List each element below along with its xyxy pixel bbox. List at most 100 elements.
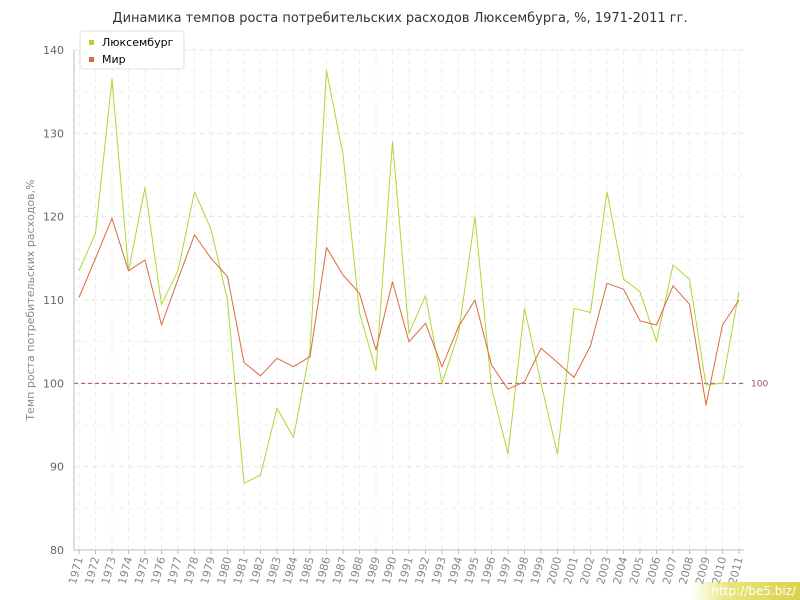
data-point bbox=[342, 153, 344, 155]
series-group bbox=[78, 70, 740, 484]
data-point bbox=[606, 282, 608, 284]
y-tick-label: 100 bbox=[43, 377, 64, 390]
watermark: http://be5.biz/ bbox=[692, 582, 800, 600]
data-point bbox=[160, 303, 162, 305]
data-point bbox=[342, 274, 344, 276]
data-point bbox=[705, 404, 707, 406]
data-point bbox=[226, 299, 228, 301]
data-point bbox=[523, 380, 525, 382]
data-point bbox=[540, 347, 542, 349]
data-point bbox=[375, 349, 377, 351]
data-point bbox=[441, 365, 443, 367]
data-point bbox=[655, 324, 657, 326]
data-point bbox=[688, 278, 690, 280]
data-point bbox=[259, 375, 261, 377]
y-ticks: 80 90 100 110 120 130 140 bbox=[43, 44, 64, 557]
data-point bbox=[721, 382, 723, 384]
data-point bbox=[523, 307, 525, 309]
data-point bbox=[424, 295, 426, 297]
data-point bbox=[210, 228, 212, 230]
y-tick-label: 120 bbox=[43, 211, 64, 224]
data-point bbox=[243, 361, 245, 363]
data-point bbox=[111, 78, 113, 80]
data-point bbox=[738, 290, 740, 292]
y-tick-label: 80 bbox=[50, 544, 64, 557]
series-line-world bbox=[78, 217, 740, 406]
data-point bbox=[556, 361, 558, 363]
data-point bbox=[276, 357, 278, 359]
x-ticks: 1971197219731974197519761977197819791980… bbox=[66, 550, 746, 586]
data-point bbox=[639, 290, 641, 292]
data-point bbox=[655, 340, 657, 342]
series-line-luxembourg bbox=[78, 70, 740, 484]
data-point bbox=[375, 370, 377, 372]
data-point bbox=[672, 285, 674, 287]
data-point bbox=[556, 453, 558, 455]
data-point bbox=[160, 324, 162, 326]
data-point bbox=[177, 270, 179, 272]
data-point bbox=[490, 386, 492, 388]
data-point bbox=[424, 322, 426, 324]
data-point bbox=[177, 278, 179, 280]
y-axis-label: Темп роста потребительских расходов,% bbox=[24, 179, 37, 421]
data-point bbox=[457, 325, 459, 327]
data-point bbox=[573, 307, 575, 309]
data-point bbox=[243, 482, 245, 484]
data-point bbox=[78, 270, 80, 272]
data-point bbox=[639, 320, 641, 322]
data-point bbox=[490, 364, 492, 366]
data-point bbox=[210, 257, 212, 259]
data-point bbox=[507, 388, 509, 390]
data-point bbox=[358, 292, 360, 294]
data-point bbox=[94, 257, 96, 259]
data-point bbox=[391, 280, 393, 282]
legend-label-world: Мир bbox=[102, 53, 126, 66]
chart-title: Динамика темпов роста потребительских ра… bbox=[112, 11, 687, 26]
legend-swatch-luxembourg bbox=[89, 40, 94, 45]
data-point bbox=[408, 332, 410, 334]
data-point bbox=[457, 332, 459, 334]
data-point bbox=[688, 303, 690, 305]
data-point bbox=[309, 355, 311, 357]
legend-label-luxembourg: Люксембург bbox=[102, 36, 174, 49]
data-point bbox=[127, 270, 129, 272]
legend: Люксембург Мир bbox=[79, 30, 185, 70]
data-point bbox=[705, 384, 707, 386]
data-point bbox=[193, 190, 195, 192]
data-point bbox=[358, 311, 360, 313]
data-point bbox=[474, 299, 476, 301]
grid bbox=[74, 49, 744, 550]
data-point bbox=[441, 382, 443, 384]
data-point bbox=[391, 140, 393, 142]
data-point bbox=[622, 278, 624, 280]
data-point bbox=[292, 365, 294, 367]
y-tick-label: 90 bbox=[50, 461, 64, 474]
data-point bbox=[738, 299, 740, 301]
data-point bbox=[589, 345, 591, 347]
data-point bbox=[589, 311, 591, 313]
data-point bbox=[540, 382, 542, 384]
data-point bbox=[721, 324, 723, 326]
data-point bbox=[474, 215, 476, 217]
y-tick-label: 140 bbox=[43, 44, 64, 57]
reference-line-group: 100 bbox=[74, 379, 768, 389]
data-point bbox=[276, 407, 278, 409]
legend-swatch-world bbox=[89, 57, 94, 62]
data-point bbox=[622, 288, 624, 290]
y-tick-label: 110 bbox=[43, 294, 64, 307]
data-point bbox=[507, 453, 509, 455]
data-point bbox=[111, 217, 113, 219]
data-point bbox=[325, 246, 327, 248]
data-point bbox=[606, 190, 608, 192]
data-point bbox=[94, 232, 96, 234]
data-point bbox=[573, 376, 575, 378]
data-point bbox=[144, 186, 146, 188]
data-point bbox=[193, 234, 195, 236]
data-point bbox=[144, 259, 146, 261]
data-point bbox=[408, 340, 410, 342]
legend-box bbox=[79, 30, 185, 70]
data-point bbox=[226, 275, 228, 277]
data-point bbox=[672, 264, 674, 266]
data-point bbox=[78, 296, 80, 298]
